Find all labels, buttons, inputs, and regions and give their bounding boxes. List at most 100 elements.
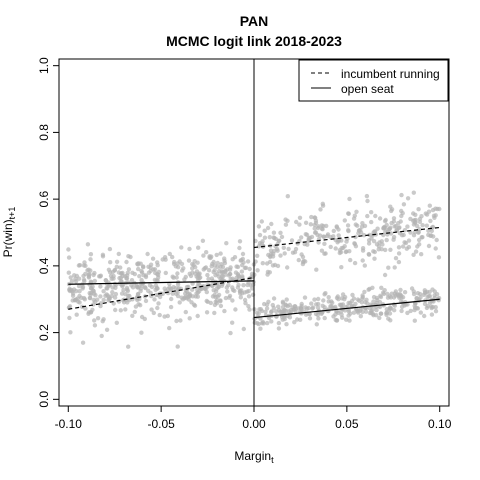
data-point [427, 300, 433, 305]
data-point [238, 295, 243, 300]
data-point [90, 284, 95, 289]
data-point [379, 239, 384, 244]
data-point [411, 291, 417, 297]
data-point [373, 213, 378, 219]
fit-lines [68, 226, 440, 319]
data-point [222, 260, 228, 266]
data-point [227, 295, 232, 300]
data-point [201, 267, 206, 272]
data-point [351, 310, 357, 315]
data-point [360, 293, 365, 298]
data-point [250, 292, 256, 297]
data-point [426, 294, 431, 299]
data-point [196, 245, 201, 250]
data-point [199, 286, 204, 291]
data-point [378, 293, 383, 298]
chart-title: PAN [240, 13, 269, 29]
data-point [268, 309, 274, 315]
data-point [310, 306, 315, 311]
data-point [303, 232, 308, 237]
data-point [113, 291, 119, 297]
data-point [123, 307, 128, 312]
data-point [162, 286, 167, 291]
x-axis-label-subscript: t [271, 455, 274, 465]
data-point [264, 306, 270, 311]
data-point [69, 287, 74, 293]
data-point [339, 238, 344, 243]
data-point [315, 232, 320, 238]
data-point [92, 318, 97, 323]
data-point [187, 316, 192, 321]
data-point [411, 233, 417, 238]
data-point [223, 295, 229, 301]
data-point [214, 301, 220, 306]
data-point [319, 248, 325, 253]
data-point [228, 276, 233, 282]
data-point [275, 263, 281, 269]
data-point [151, 310, 156, 316]
data-point [381, 226, 386, 231]
data-point [224, 285, 229, 290]
data-point [232, 255, 238, 260]
data-point [211, 259, 216, 265]
data-point [92, 323, 98, 328]
y-tick-label: 0.6 [37, 190, 51, 207]
data-point [155, 305, 160, 311]
data-point [77, 300, 82, 305]
x-tick-label: -0.10 [55, 417, 83, 431]
data-point [92, 270, 97, 276]
data-point [354, 209, 359, 214]
data-point [374, 295, 380, 301]
data-point [426, 243, 432, 249]
data-point [85, 242, 91, 247]
legend: incumbent running open seat [298, 59, 449, 102]
data-point [388, 295, 394, 300]
data-point [120, 273, 126, 279]
y-tick-label: 0.4 [37, 257, 51, 274]
data-point [355, 223, 360, 228]
data-point [100, 252, 106, 257]
data-point [314, 267, 319, 272]
data-point [345, 304, 350, 309]
data-point [200, 238, 206, 243]
data-point [145, 251, 150, 257]
data-point [283, 222, 289, 227]
data-point [247, 307, 252, 312]
data-point [280, 300, 286, 306]
data-point [428, 218, 433, 224]
data-point [265, 320, 270, 326]
data-point [191, 302, 197, 307]
data-point [95, 316, 101, 321]
data-point [211, 269, 216, 275]
data-point [228, 265, 233, 270]
data-point [80, 340, 86, 345]
data-point [113, 307, 118, 313]
data-point [151, 267, 156, 272]
data-point [307, 316, 313, 321]
data-point [316, 240, 321, 245]
data-point [316, 296, 321, 302]
data-point [316, 301, 321, 307]
data-point [214, 252, 219, 258]
data-point [396, 245, 402, 250]
data-point [305, 242, 310, 247]
data-point [366, 252, 372, 257]
data-point [67, 315, 72, 321]
data-point [174, 275, 179, 280]
data-point [271, 296, 277, 301]
data-point [195, 260, 200, 265]
data-point [204, 289, 209, 295]
data-point [235, 272, 241, 277]
data-point [367, 232, 372, 238]
data-point [232, 288, 237, 293]
data-point [344, 317, 349, 322]
data-point [255, 268, 260, 273]
data-point [107, 246, 113, 252]
data-point [436, 255, 442, 260]
data-point [411, 218, 416, 224]
data-point [416, 207, 421, 212]
data-point [321, 298, 326, 303]
data-point [312, 215, 317, 220]
data-point [276, 304, 281, 309]
data-point [316, 316, 321, 321]
